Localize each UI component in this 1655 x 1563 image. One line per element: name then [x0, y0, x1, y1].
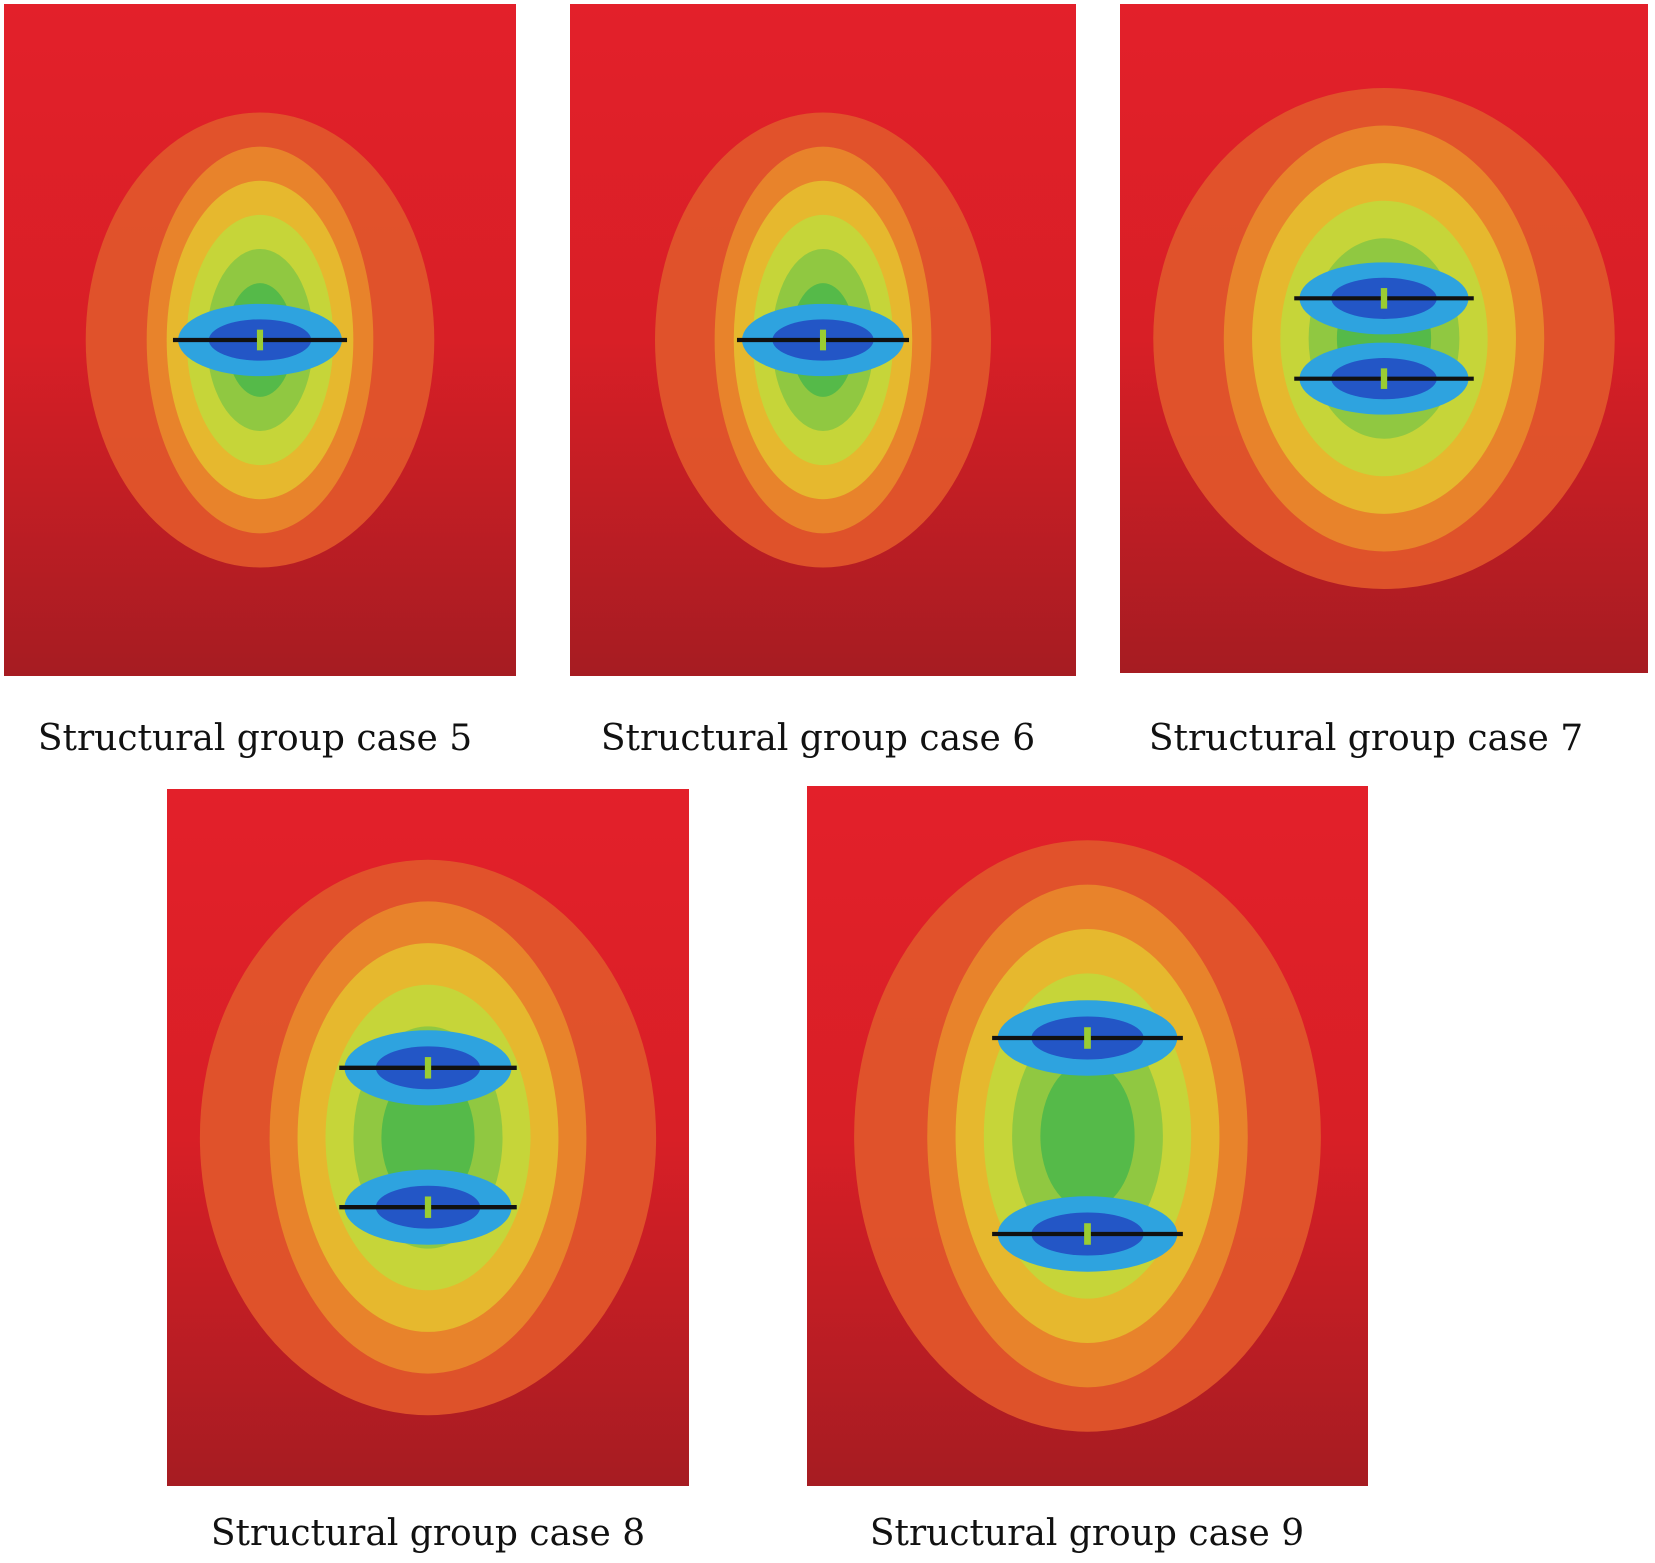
contour-panel — [4, 4, 516, 676]
crack-center — [1380, 288, 1388, 309]
contour-plot — [807, 786, 1368, 1486]
crack-center — [1084, 1223, 1091, 1245]
crack-center — [256, 329, 264, 351]
contour-panel — [1120, 4, 1648, 673]
contour-band — [1040, 1062, 1135, 1210]
contour-plot — [167, 789, 689, 1486]
contour-plot — [1120, 4, 1648, 673]
crack-center — [424, 1057, 432, 1079]
caption: Structural group case 5 — [37, 718, 473, 759]
crack-center — [1084, 1027, 1091, 1049]
crack-center — [424, 1196, 432, 1218]
contour-panel — [807, 786, 1368, 1486]
crack-center — [819, 329, 827, 351]
caption: Structural group case 7 — [1148, 718, 1584, 759]
contour-panel — [570, 4, 1076, 676]
contour-plot — [570, 4, 1076, 676]
caption: Structural group case 8 — [210, 1513, 646, 1554]
caption: Structural group case 9 — [869, 1513, 1305, 1554]
contour-plot — [4, 4, 516, 676]
crack-center — [1380, 368, 1388, 389]
contour-panel — [167, 789, 689, 1486]
caption: Structural group case 6 — [600, 718, 1036, 759]
